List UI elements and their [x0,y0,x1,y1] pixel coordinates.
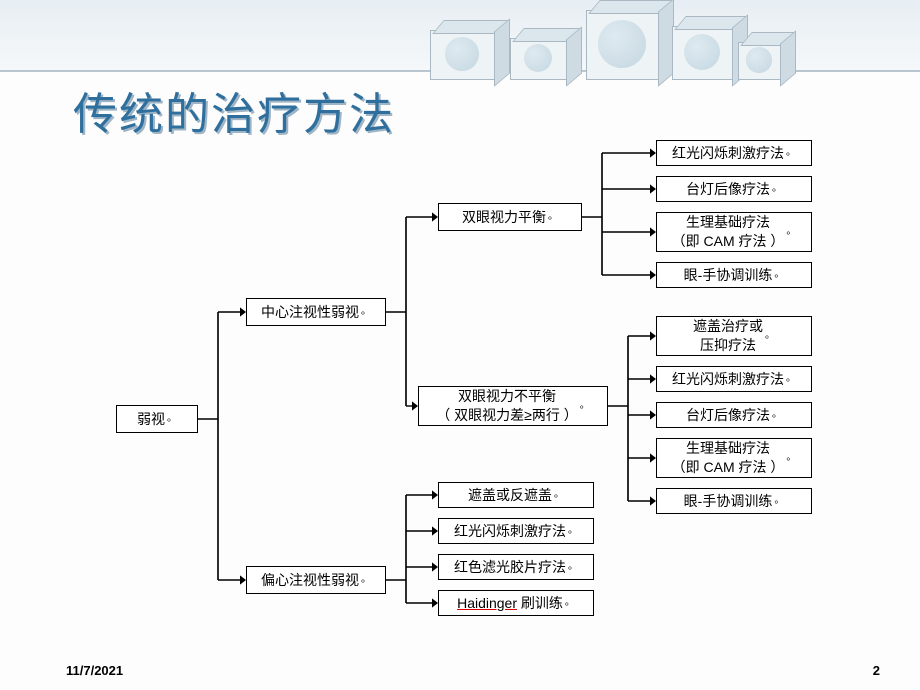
flow-node-c1: 中心注视性弱视。 [246,298,386,326]
flow-node-r4: Haidinger 刷训练。 [438,590,594,616]
footer-page: 2 [873,663,880,678]
flow-node-l3: 生理基础疗法（即 CAM 疗法 ）。 [656,212,812,252]
globe-icon [684,34,720,70]
flow-node-c2: 偏心注视性弱视。 [246,566,386,594]
flow-node-m3: 台灯后像疗法。 [656,402,812,428]
flow-node-root: 弱视。 [116,405,198,433]
globe-icon [598,20,646,68]
flow-node-m1: 遮盖治疗或压抑疗法。 [656,316,812,356]
flow-node-r2: 红光闪烁刺激疗法。 [438,518,594,544]
globe-icon [445,37,479,71]
globe-icon [524,44,552,72]
flow-node-m4: 生理基础疗法（即 CAM 疗法 ）。 [656,438,812,478]
page-title: 传统的治疗方法 [73,78,395,142]
flow-node-m5: 眼-手协调训练。 [656,488,812,514]
globe-icon [746,47,771,72]
flow-node-l2: 台灯后像疗法。 [656,176,812,202]
flow-node-b2: 双眼视力不平衡（ 双眼视力差≥两行 ）。 [418,386,608,426]
footer-date: 11/7/2021 [66,663,123,678]
flow-node-b1: 双眼视力平衡。 [438,203,582,231]
flow-node-l4: 眼-手协调训练。 [656,262,812,288]
flow-node-r1: 遮盖或反遮盖。 [438,482,594,508]
flow-node-l1: 红光闪烁刺激疗法。 [656,140,812,166]
flow-node-m2: 红光闪烁刺激疗法。 [656,366,812,392]
header-cube-side [494,18,510,86]
flow-node-r3: 红色滤光胶片疗法。 [438,554,594,580]
